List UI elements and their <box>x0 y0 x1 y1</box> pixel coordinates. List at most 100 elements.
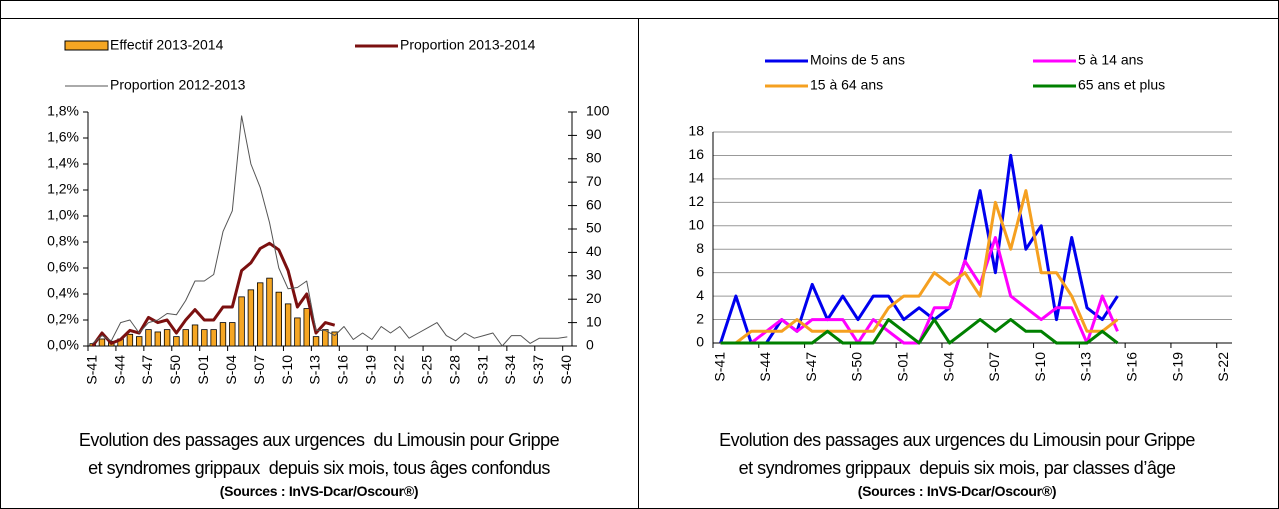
legend-label: Moins de 5 ans <box>810 52 905 68</box>
x-tick-label: S-44 <box>111 355 127 385</box>
source: (Sources : InVS-Dcar/Oscour®) <box>857 483 1057 499</box>
y-tick-label: 10 <box>688 216 704 232</box>
bar <box>229 322 236 347</box>
bar <box>210 329 217 347</box>
line <box>92 115 568 347</box>
bar <box>303 308 310 347</box>
bar <box>135 336 143 347</box>
y-tick-label: 8 <box>696 240 704 256</box>
bar <box>275 291 282 347</box>
legend-label: Effectif 2013-2014 <box>110 37 224 53</box>
bar <box>322 329 329 347</box>
y-tick-label: 4 <box>696 287 704 303</box>
x-tick-label: S-22 <box>1215 352 1231 382</box>
y-tick-label: 0 <box>696 334 704 350</box>
y-tick-label: 0,4% <box>47 285 79 301</box>
y2-tick-label: 90 <box>586 126 602 142</box>
y2-tick-label: 10 <box>586 313 602 329</box>
bar <box>126 333 134 347</box>
x-tick-label: S-13 <box>307 355 323 385</box>
bar <box>247 289 255 347</box>
y-tick-label: 16 <box>688 146 704 162</box>
legend-label: Proportion 2012-2013 <box>110 77 246 93</box>
bar <box>312 336 320 347</box>
bar <box>154 331 161 347</box>
x-tick-label: S-31 <box>474 355 490 385</box>
x-tick-label: S-07 <box>986 352 1002 382</box>
y-tick-label: 2 <box>696 310 704 326</box>
bar <box>191 324 199 347</box>
y2-tick-label: 100 <box>586 103 610 119</box>
x-tick-label: S-16 <box>1123 352 1139 382</box>
y-tick-label: 0,8% <box>47 233 79 249</box>
x-tick-label: S-37 <box>530 355 546 385</box>
x-tick-label: S-50 <box>167 355 183 385</box>
y-tick-label: 6 <box>696 263 704 279</box>
x-tick-label: S-16 <box>335 355 351 385</box>
caption: et syndromes grippaux depuis six mois, p… <box>738 458 1176 478</box>
bar <box>294 317 301 347</box>
y2-tick-label: 0 <box>586 337 594 353</box>
x-tick-label: S-50 <box>849 352 865 382</box>
bar <box>145 329 152 347</box>
bar <box>219 322 227 347</box>
x-tick-label: S-19 <box>363 355 379 385</box>
y2-tick-label: 80 <box>586 150 602 166</box>
x-tick-label: S-41 <box>711 352 727 382</box>
x-tick-label: S-10 <box>1032 352 1048 382</box>
x-tick-label: S-41 <box>83 355 99 385</box>
caption: et syndromes grippaux depuis six mois, t… <box>88 458 550 478</box>
y-tick-label: 1,8% <box>47 103 79 119</box>
y-tick-label: 14 <box>688 170 704 186</box>
line <box>720 189 1119 345</box>
legend-swatch <box>64 40 109 51</box>
y-tick-label: 1,2% <box>47 181 79 197</box>
y-tick-label: 1,0% <box>47 207 79 223</box>
x-tick-label: S-47 <box>803 352 819 382</box>
bar <box>256 282 264 347</box>
y2-tick-label: 60 <box>586 196 602 212</box>
bar <box>284 303 292 347</box>
bar <box>163 329 171 347</box>
y2-tick-label: 30 <box>586 267 602 283</box>
bar <box>266 277 273 347</box>
bar <box>331 331 338 347</box>
x-tick-label: S-22 <box>391 355 407 385</box>
source: (Sources : InVS-Dcar/Oscour®) <box>219 483 419 499</box>
bar <box>238 296 245 347</box>
line <box>720 236 1119 345</box>
y2-tick-label: 70 <box>586 173 602 189</box>
y-tick-label: 0,0% <box>47 337 79 353</box>
y-tick-label: 1,4% <box>47 155 79 171</box>
legend-label: 15 à 64 ans <box>810 77 883 93</box>
line <box>720 318 1119 345</box>
x-tick-label: S-01 <box>895 352 911 382</box>
x-tick-label: S-13 <box>1078 352 1094 382</box>
y-tick-label: 0,2% <box>47 311 79 327</box>
bar <box>201 329 208 347</box>
legend-label: 65 ans et plus <box>1078 77 1165 93</box>
bar <box>173 336 180 347</box>
legend-label: Proportion 2013-2014 <box>400 37 536 53</box>
bar <box>98 338 106 347</box>
line <box>91 241 336 347</box>
x-tick-label: S-04 <box>223 355 239 385</box>
caption: Evolution des passages aux urgences du L… <box>719 430 1195 450</box>
y-tick-label: 1,6% <box>47 129 79 145</box>
x-tick-label: S-07 <box>251 355 267 385</box>
x-tick-label: S-25 <box>418 355 434 385</box>
legend-label: 5 à 14 ans <box>1078 52 1143 68</box>
bar <box>182 329 189 347</box>
y2-tick-label: 50 <box>586 220 602 236</box>
y-tick-label: 12 <box>688 193 704 209</box>
x-tick-label: S-19 <box>1169 352 1185 382</box>
y2-tick-label: 40 <box>586 243 602 259</box>
y-tick-label: 0,6% <box>47 259 79 275</box>
x-tick-label: S-28 <box>446 355 462 385</box>
x-tick-label: S-34 <box>502 355 518 385</box>
y-tick-label: 18 <box>688 123 704 139</box>
x-tick-label: S-04 <box>940 352 956 382</box>
x-tick-label: S-40 <box>558 355 574 385</box>
